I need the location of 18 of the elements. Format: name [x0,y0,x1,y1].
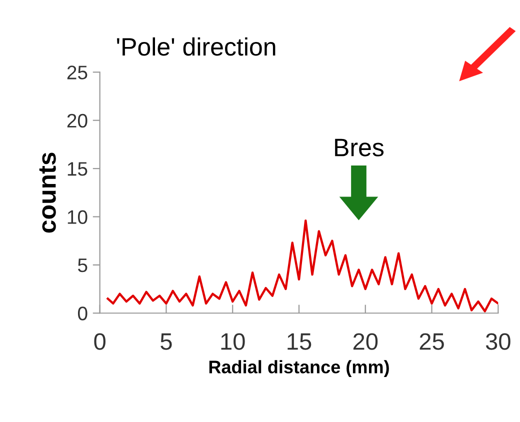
x-tick-label: 15 [288,333,312,350]
x-tick-label: 25 [420,333,444,350]
x-tick-label: 5 [160,333,172,350]
chart-title: 'Pole' direction [117,37,276,56]
x-tick-label: 10 [221,333,245,350]
y-tick-label: 15 [68,162,88,176]
annotation: Bres [335,138,384,156]
x-axis-title: Radial distance (mm) [209,360,389,377]
y-tick-label: 0 [78,306,88,320]
x-tick-label: 0 [94,333,106,350]
line-series [106,219,498,312]
y-tick-label: 10 [68,210,88,224]
y-tick-label: 5 [78,258,88,272]
x-tick-label: 20 [353,333,378,350]
x-tick-label: 30 [486,333,510,350]
y-tick-label: 20 [67,114,88,128]
y-axis-title: counts [39,152,56,233]
y-tick-label: 25 [67,66,88,80]
